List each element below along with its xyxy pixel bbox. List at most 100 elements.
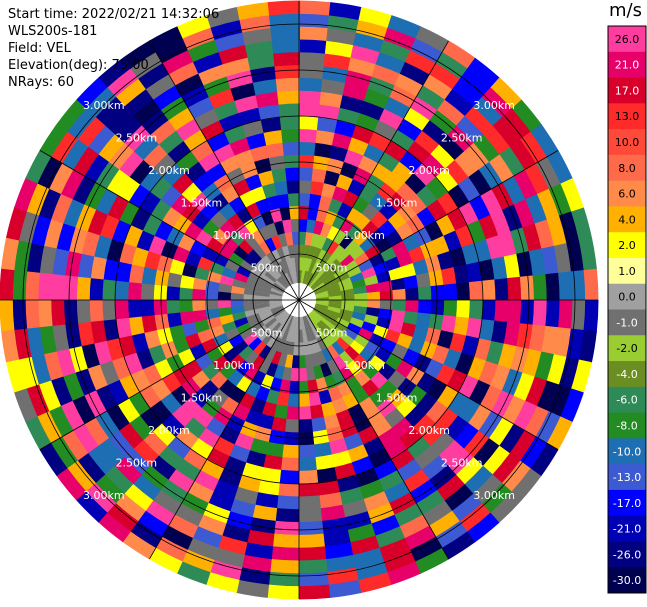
velocity-cell (292, 269, 298, 284)
velocity-cell (257, 479, 280, 496)
velocity-cell (249, 397, 267, 415)
velocity-cell (139, 191, 162, 215)
velocity-cell (244, 40, 275, 58)
velocity-cell (281, 258, 290, 273)
velocity-cell (305, 314, 315, 328)
velocity-cell (297, 559, 328, 574)
velocity-cell (30, 353, 52, 385)
velocity-cell (141, 314, 157, 333)
velocity-cell (315, 293, 330, 299)
velocity-cell (210, 19, 244, 41)
velocity-cell (498, 423, 526, 455)
velocity-cell (168, 106, 196, 131)
colorbar-swatch (608, 412, 646, 439)
velocity-cell (264, 237, 277, 252)
velocity-cell (457, 176, 482, 203)
velocity-cell (396, 182, 418, 204)
velocity-cell (403, 107, 431, 132)
velocity-cell (48, 162, 74, 195)
instrument-label: WLS200s-181 (8, 24, 98, 39)
velocity-cell (363, 143, 386, 164)
velocity-cell (291, 231, 300, 245)
velocity-cell (318, 267, 332, 281)
velocity-cell (299, 128, 318, 143)
velocity-cell (532, 274, 548, 301)
velocity-cell (413, 445, 440, 471)
velocity-cell (316, 322, 328, 335)
velocity-cell (66, 459, 96, 492)
velocity-cell (279, 469, 299, 485)
velocity-cell (315, 296, 330, 301)
velocity-cell (290, 257, 297, 271)
velocity-cell (181, 84, 210, 108)
velocity-cell (305, 257, 313, 272)
velocity-cell (316, 467, 338, 484)
velocity-cell (299, 205, 310, 220)
velocity-cell (456, 115, 485, 144)
velocity-cell (489, 154, 515, 184)
velocity-cell (383, 481, 411, 504)
velocity-cell (466, 512, 500, 544)
velocity-cell (37, 271, 53, 300)
velocity-cell (265, 195, 280, 211)
velocity-cell (221, 266, 237, 279)
velocity-cell (71, 394, 96, 425)
velocity-cell (160, 240, 179, 260)
velocity-cell (172, 245, 190, 264)
velocity-cell (524, 405, 550, 438)
velocity-cell (473, 96, 504, 127)
velocity-cell (374, 526, 406, 549)
velocity-cell (76, 275, 91, 300)
velocity-cell (330, 325, 345, 338)
velocity-cell (129, 520, 163, 549)
azimuth-spoke (298, 299, 449, 560)
colorbar: 26.0 21.0 17.0 13.0 10.0 8.0 6.0 4.0 2.0 1.0 0.0 -1… (607, 25, 647, 594)
velocity-cell (333, 229, 348, 245)
velocity-cell (208, 88, 236, 109)
velocity-cell (375, 51, 407, 75)
range-ring-label: 2.00km (408, 424, 450, 437)
velocity-cell (265, 334, 278, 349)
velocity-cell (36, 410, 63, 444)
velocity-cell (315, 129, 336, 146)
velocity-cell (259, 278, 274, 288)
velocity-cell (323, 53, 352, 71)
velocity-cell (278, 312, 290, 325)
velocity-cell (85, 482, 117, 514)
velocity-cell (270, 416, 287, 433)
velocity-cell (298, 495, 321, 510)
velocity-cell (439, 134, 466, 161)
velocity-cell (1, 236, 20, 271)
velocity-cell (257, 258, 271, 272)
velocity-cell (468, 169, 493, 197)
velocity-cell (245, 381, 261, 398)
velocity-cell (447, 125, 475, 153)
velocity-cell (400, 322, 417, 338)
velocity-cell (354, 300, 368, 308)
velocity-cell (201, 181, 222, 202)
velocity-cell (76, 76, 109, 109)
velocity-cell (357, 425, 379, 446)
velocity-cell (217, 535, 248, 556)
velocity-cell (283, 154, 300, 169)
velocity-cell (282, 141, 300, 156)
velocity-cell (321, 517, 348, 535)
velocity-cell (485, 235, 505, 260)
velocity-cell (25, 298, 40, 329)
velocity-cell (444, 159, 470, 186)
velocity-cell (97, 511, 131, 543)
velocity-cell (131, 332, 149, 353)
velocity-cell (355, 19, 389, 41)
range-ring-label: 3.00km (83, 489, 125, 502)
velocity-cell (405, 300, 420, 314)
velocity-cell (299, 77, 324, 92)
velocity-cell (132, 473, 161, 501)
velocity-cell (213, 100, 240, 121)
range-ring-label: 2.00km (408, 164, 450, 177)
velocity-cell (218, 112, 243, 133)
velocity-cell (396, 251, 414, 268)
colorbar-tick-label: 21.0 (615, 59, 640, 72)
velocity-cell (233, 486, 259, 506)
velocity-cell (311, 260, 321, 275)
velocity-cell (150, 378, 172, 401)
